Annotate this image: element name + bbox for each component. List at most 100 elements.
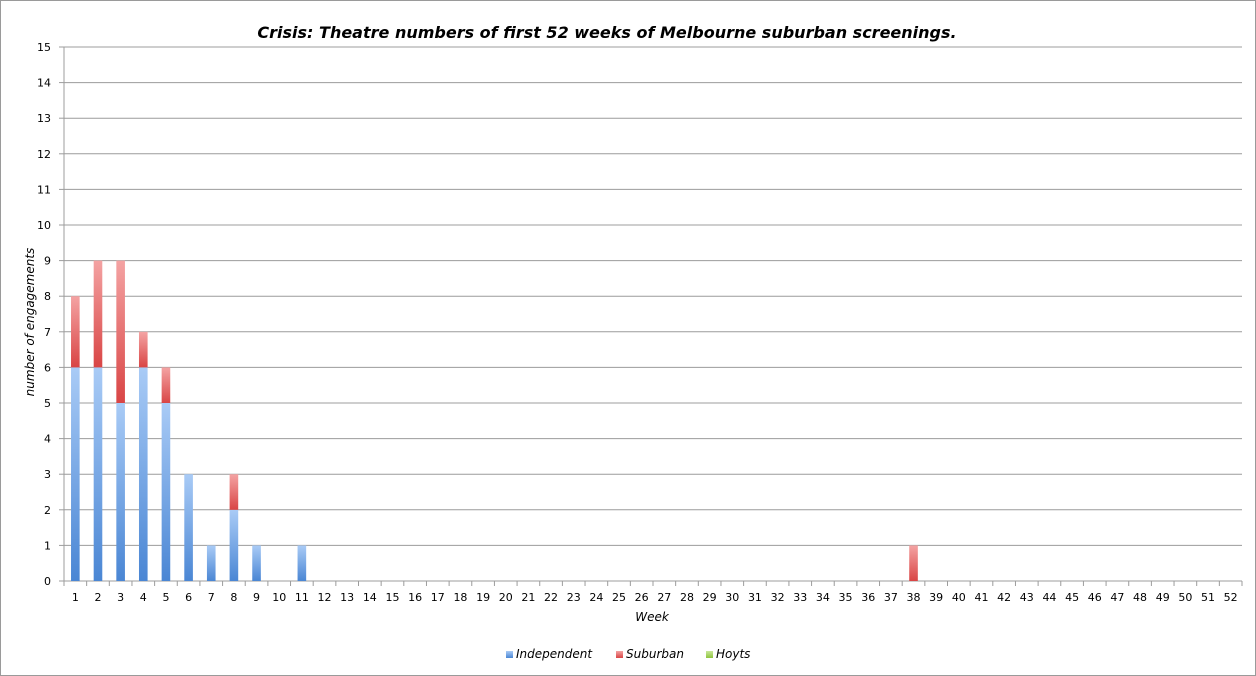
bar-independent-week-3 — [116, 403, 125, 581]
x-tick-label: 44 — [1042, 591, 1056, 604]
bar-independent-week-11 — [297, 545, 307, 581]
x-tick-label: 2 — [94, 591, 101, 604]
bar-suburban-week-5 — [161, 367, 171, 403]
bar-suburban-week-4 — [138, 331, 148, 368]
x-tick-label: 30 — [725, 591, 739, 604]
x-tick-label: 14 — [363, 591, 377, 604]
x-tick-label: 38 — [907, 591, 921, 604]
x-tick-label: 12 — [318, 591, 332, 604]
x-tick-label: 22 — [544, 591, 558, 604]
y-tick-label: 12 — [37, 148, 51, 161]
x-tick-label: 21 — [521, 591, 535, 604]
x-tick-label: 41 — [974, 591, 988, 604]
x-tick-label: 23 — [567, 591, 581, 604]
x-tick-label: 25 — [612, 591, 626, 604]
y-tick-label: 1 — [44, 539, 51, 552]
x-tick-label: 20 — [499, 591, 513, 604]
x-tick-label: 19 — [476, 591, 490, 604]
x-tick-label: 52 — [1224, 591, 1238, 604]
y-tick-label: 13 — [37, 112, 51, 125]
x-tick-label: 43 — [1020, 591, 1034, 604]
y-axis-label: number of engagements — [23, 248, 37, 397]
x-tick-label: 50 — [1178, 591, 1192, 604]
legend-swatch-independent — [506, 651, 513, 658]
x-tick-label: 18 — [453, 591, 467, 604]
x-tick-label: 13 — [340, 591, 354, 604]
x-tick-label: 42 — [997, 591, 1011, 604]
y-tick-label: 14 — [37, 77, 51, 90]
x-tick-label: 47 — [1110, 591, 1124, 604]
x-tick-label: 9 — [253, 591, 260, 604]
x-tick-label: 49 — [1156, 591, 1170, 604]
x-tick-label: 37 — [884, 591, 898, 604]
y-tick-label: 4 — [44, 433, 51, 446]
y-tick-label: 3 — [44, 468, 51, 481]
bar-independent-week-5 — [161, 403, 171, 581]
x-axis-label: Week — [635, 610, 670, 624]
legend-swatch-hoyts — [706, 651, 713, 658]
x-tick-label: 34 — [816, 591, 830, 604]
y-tick-label: 7 — [44, 326, 51, 339]
bar-suburban-week-1 — [71, 296, 80, 368]
x-tick-label: 36 — [861, 591, 875, 604]
y-tick-label: 8 — [44, 290, 51, 303]
bar-independent-week-4 — [138, 367, 148, 581]
y-tick-label: 11 — [37, 183, 51, 196]
y-tick-label: 15 — [37, 41, 51, 54]
bar-independent-week-7 — [206, 545, 216, 581]
x-tick-label: 5 — [162, 591, 169, 604]
chart-title: Crisis: Theatre numbers of first 52 week… — [257, 23, 956, 42]
legend-label-hoyts: Hoyts — [716, 647, 750, 661]
x-tick-label: 17 — [431, 591, 445, 604]
legend: Independent Suburban Hoyts — [506, 647, 750, 661]
x-tick-label: 1 — [72, 591, 79, 604]
x-tick-label: 32 — [771, 591, 785, 604]
x-tick-label: 4 — [140, 591, 147, 604]
x-tick-label: 8 — [230, 591, 237, 604]
x-tick-label: 6 — [185, 591, 192, 604]
x-tick-label: 40 — [952, 591, 966, 604]
bars — [71, 260, 918, 581]
x-tick-label: 24 — [589, 591, 603, 604]
legend-label-independent: Independent — [516, 647, 593, 661]
y-tick-label: 5 — [44, 397, 51, 410]
y-tick-label: 10 — [37, 219, 51, 232]
legend-swatch-suburban — [616, 651, 623, 658]
legend-label-suburban: Suburban — [626, 647, 684, 661]
x-tick-label: 7 — [208, 591, 215, 604]
x-tick-label: 31 — [748, 591, 762, 604]
bar-independent-week-2 — [93, 367, 103, 581]
x-tick-label: 35 — [839, 591, 853, 604]
x-tick-label: 10 — [272, 591, 286, 604]
bar-independent-week-1 — [71, 367, 80, 581]
x-tick-label: 28 — [680, 591, 694, 604]
x-tick-label: 45 — [1065, 591, 1079, 604]
x-tick-label: 29 — [703, 591, 717, 604]
bar-suburban-week-38 — [909, 545, 918, 581]
x-tick-label: 3 — [117, 591, 124, 604]
y-tick-label: 9 — [44, 255, 51, 268]
bar-suburban-week-8 — [229, 474, 239, 510]
x-tick-label: 16 — [408, 591, 422, 604]
gridlines — [64, 46, 1242, 582]
bar-suburban-week-2 — [93, 260, 103, 368]
x-axis: 1 2 3 4 5 6 7 8 9 10 11 12 13 14 15 16 17 18 19 20 21 22 23 24 2… — [63, 581, 1243, 604]
bar-independent-week-9 — [252, 545, 261, 581]
x-tick-label: 33 — [793, 591, 807, 604]
y-tick-label: 6 — [44, 361, 51, 374]
bar-suburban-week-3 — [116, 260, 125, 403]
x-tick-label: 11 — [295, 591, 309, 604]
x-tick-label: 51 — [1201, 591, 1215, 604]
x-tick-label: 27 — [657, 591, 671, 604]
x-tick-label: 48 — [1133, 591, 1147, 604]
bar-independent-week-8 — [229, 509, 239, 581]
x-tick-label: 39 — [929, 591, 943, 604]
x-tick-label: 26 — [635, 591, 649, 604]
bar-independent-week-6 — [184, 474, 193, 581]
y-tick-label: 0 — [44, 575, 51, 588]
x-tick-label: 46 — [1088, 591, 1102, 604]
x-tick-label: 15 — [385, 591, 399, 604]
y-tick-label: 2 — [44, 504, 51, 517]
